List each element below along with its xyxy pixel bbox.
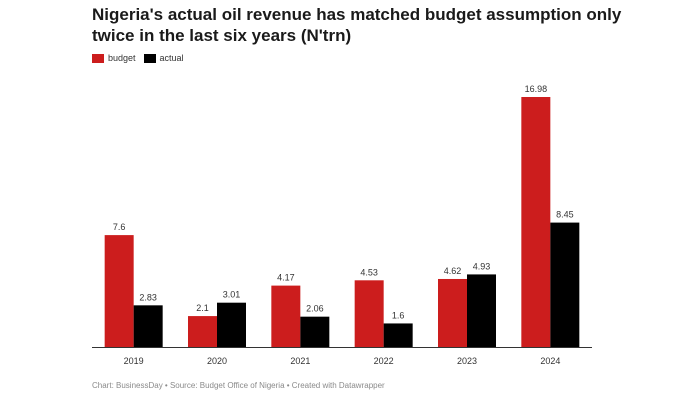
legend-item-actual: actual: [143, 53, 184, 63]
data-label-actual-2023: 4.93: [473, 261, 491, 271]
data-label-actual-2022: 1.6: [392, 310, 405, 320]
data-label-actual-2021: 2.06: [306, 304, 324, 314]
bar-budget-2019: [104, 235, 134, 347]
chart-title: Nigeria's actual oil revenue has matched…: [92, 5, 622, 45]
bar-budget-2023: [438, 278, 467, 347]
bar-actual-2022: [383, 323, 413, 347]
x-tick-label-2019: 2019: [124, 356, 144, 366]
data-label-budget-2022: 4.53: [360, 267, 378, 277]
bar-actual-2020: [217, 302, 246, 347]
legend-swatch-actual: [143, 53, 156, 63]
data-label-actual-2019: 2.83: [139, 292, 157, 302]
legend-item-budget: budget: [92, 53, 136, 63]
legend-swatch-budget: [92, 53, 104, 63]
bar-budget-2024: [521, 97, 551, 347]
bar-actual-2021: [300, 316, 330, 347]
bar-actual-2019: [133, 305, 163, 347]
data-label-budget-2021: 4.17: [277, 273, 295, 283]
data-label-budget-2023: 4.62: [444, 266, 462, 276]
legend: budget actual: [92, 51, 192, 65]
data-label-budget-2019: 7.6: [113, 222, 126, 232]
data-label-budget-2020: 2.1: [196, 303, 209, 313]
data-label-budget-2024: 16.98: [525, 84, 548, 94]
data-label-actual-2024: 8.45: [556, 210, 574, 220]
bar-budget-2021: [271, 285, 301, 347]
legend-label-actual: actual: [159, 53, 184, 63]
x-tick-label-2021: 2021: [290, 356, 310, 366]
x-tick-label-2020: 2020: [207, 356, 227, 366]
x-tick-label-2024: 2024: [540, 356, 560, 366]
bar-budget-2022: [354, 280, 384, 347]
chart-footer: Chart: BusinessDay • Source: Budget Offi…: [92, 381, 385, 390]
bar-actual-2024: [550, 222, 580, 347]
x-tick-label-2023: 2023: [457, 356, 477, 366]
x-tick-label-2022: 2022: [374, 356, 394, 366]
legend-label-budget: budget: [108, 53, 136, 63]
bar-budget-2020: [188, 316, 217, 347]
bar-actual-2023: [467, 274, 496, 347]
data-label-actual-2020: 3.01: [223, 290, 241, 300]
